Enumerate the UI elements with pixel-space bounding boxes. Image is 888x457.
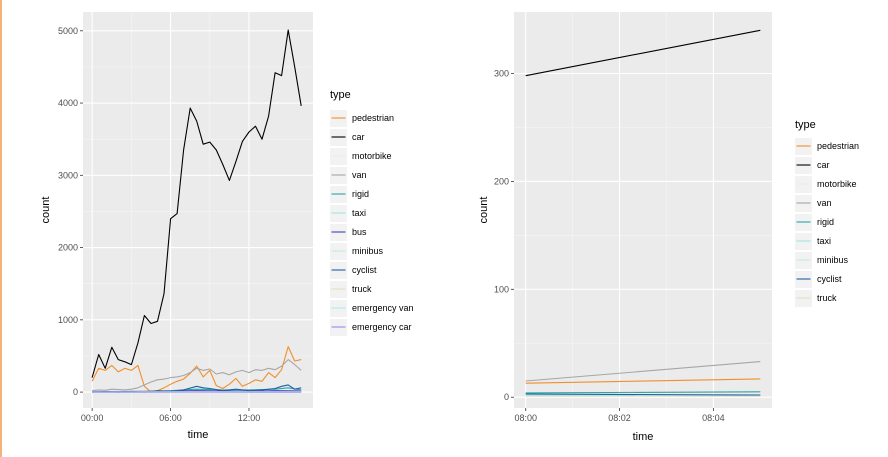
chart1-x-axis-title: time xyxy=(188,429,209,441)
chart2-series-pedestrian xyxy=(525,378,761,384)
chart2-legend-label: van xyxy=(817,198,832,208)
chart2-x-axis-title: time xyxy=(633,431,654,443)
chart2-legend-label: cyclist xyxy=(817,274,842,284)
chart1-y-tick-label: 0 xyxy=(73,387,78,397)
chart2-series-van xyxy=(525,361,761,382)
chart2-legend-label: taxi xyxy=(817,236,831,246)
chart2-x-tick-label: 08:04 xyxy=(702,413,725,423)
chart1-x-tick-label: 12:00 xyxy=(238,413,261,423)
chart1-legend-label: cyclist xyxy=(352,265,377,275)
chart1-plot-panel xyxy=(83,12,313,408)
chart2-y-tick-label: 300 xyxy=(494,69,509,79)
chart1-legend-label: truck xyxy=(352,284,372,294)
chart1-y-tick-label: 2000 xyxy=(58,243,78,253)
chart1-legend-label: pedestrian xyxy=(352,113,394,123)
chart2-series-rigid xyxy=(525,391,761,394)
chart2-legend-label: minibus xyxy=(817,255,849,265)
chart2-legend-label: pedestrian xyxy=(817,141,859,151)
chart1-series-car xyxy=(91,29,302,378)
chart2-legend-label: motorbike xyxy=(817,179,857,189)
chart1-legend-label: rigid xyxy=(352,189,369,199)
chart1-y-tick-label: 1000 xyxy=(58,315,78,325)
chart2-x-tick-label: 08:02 xyxy=(608,413,631,423)
chart1-y-axis-title: count xyxy=(40,197,52,224)
chart1-legend-label: motorbike xyxy=(352,151,392,161)
chart1-legend-label: minibus xyxy=(352,246,384,256)
chart2-legend-label: rigid xyxy=(817,217,834,227)
chart1-x-tick-label: 00:00 xyxy=(81,413,104,423)
chart1-y-tick-label: 4000 xyxy=(58,98,78,108)
chart2-series-cyclist xyxy=(525,393,761,396)
chart2-legend-label: car xyxy=(817,160,830,170)
chart1-legend-label: car xyxy=(352,132,365,142)
chart2-legend-title: type xyxy=(795,119,816,131)
chart1-legend-label: taxi xyxy=(352,208,366,218)
chart1-series-van xyxy=(92,359,302,392)
chart1-legend-label: van xyxy=(352,170,367,180)
chart1-legend-title: type xyxy=(330,89,351,101)
chart2-y-axis-title: count xyxy=(478,197,490,224)
chart1-y-tick-label: 3000 xyxy=(58,170,78,180)
chart1-legend-label: bus xyxy=(352,227,367,237)
chart2-x-tick-label: 08:00 xyxy=(514,413,537,423)
chart1-series-pedestrian xyxy=(91,346,302,393)
chart2-plot-panel xyxy=(514,12,772,408)
chart1-x-tick-label: 06:00 xyxy=(159,413,182,423)
chart2-y-tick-label: 0 xyxy=(504,392,509,402)
chart2-series-car xyxy=(525,29,761,77)
window-edge xyxy=(0,0,2,457)
chart2-y-tick-label: 100 xyxy=(494,284,509,294)
chart1-y-tick-label: 5000 xyxy=(58,26,78,36)
chart1-legend-label: emergency van xyxy=(352,303,414,313)
chart2-legend-label: truck xyxy=(817,293,837,303)
chart1-legend-label: emergency car xyxy=(352,322,412,332)
chart2-y-tick-label: 200 xyxy=(494,176,509,186)
